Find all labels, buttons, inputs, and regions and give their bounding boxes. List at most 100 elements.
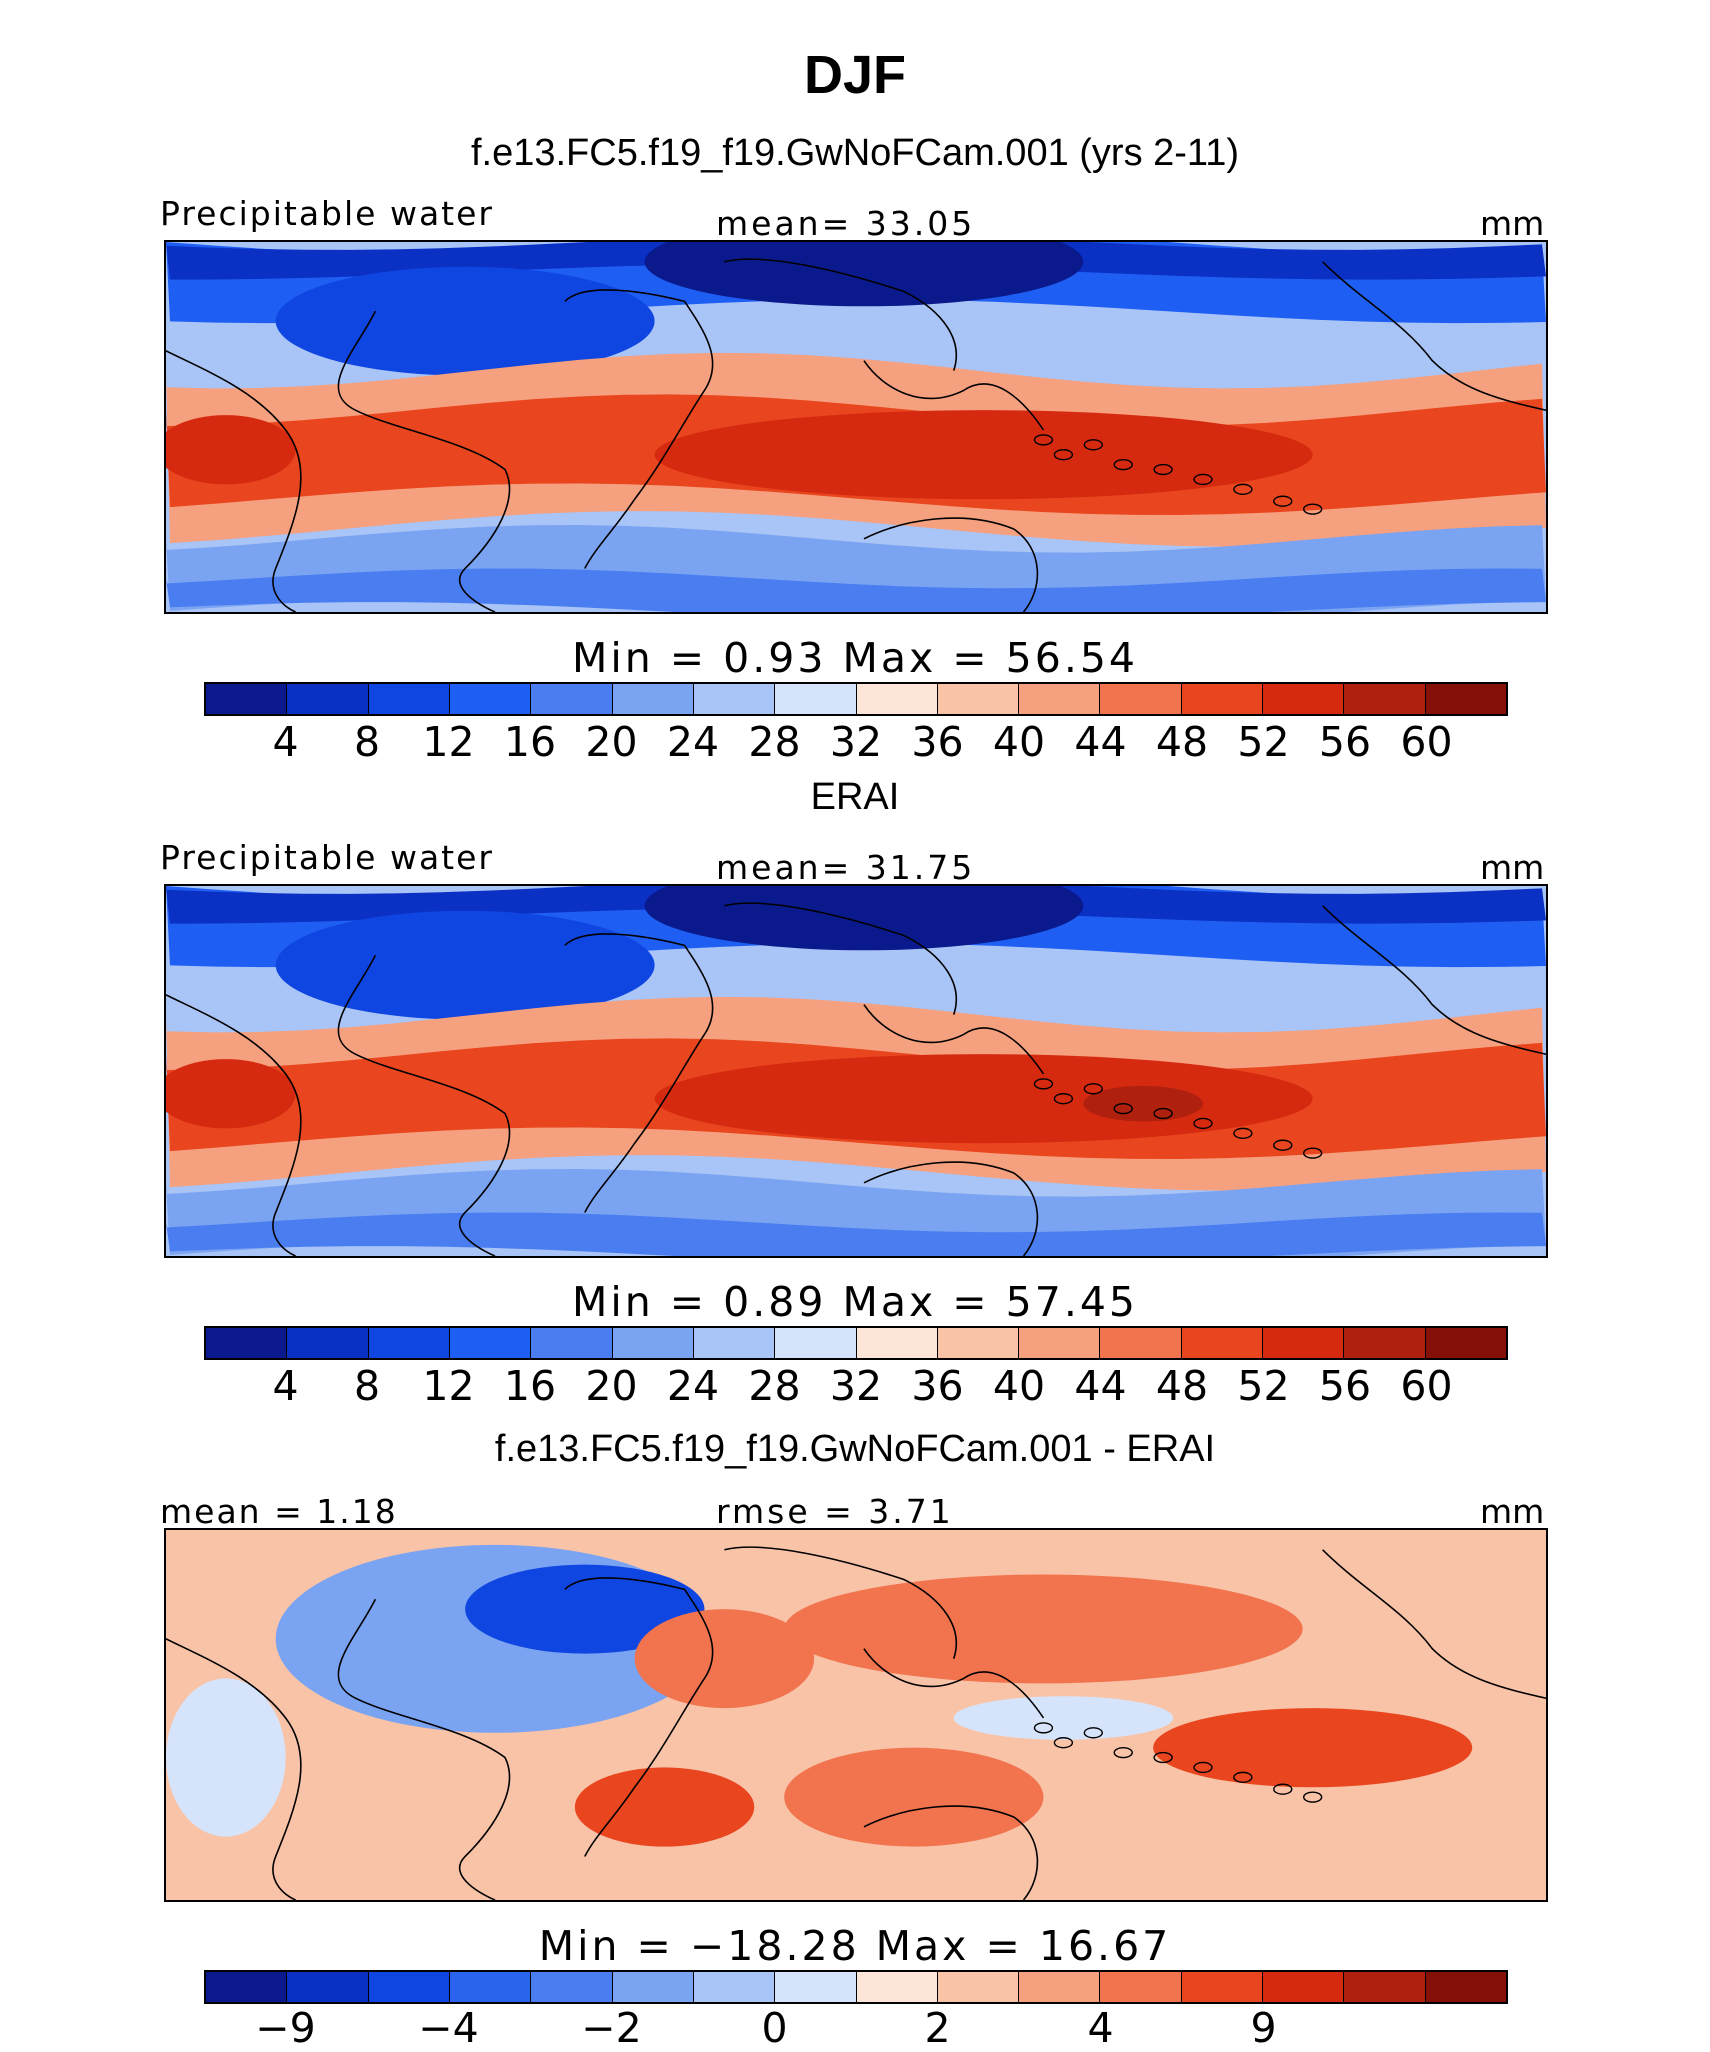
colorbar-box-12: [1181, 1328, 1264, 1358]
colorbar-tick-label: 24: [666, 718, 720, 766]
panel-1-map: [164, 240, 1548, 614]
island-6: [1233, 483, 1253, 495]
panel-3-minmax: Min = −18.28 Max = 16.67: [538, 1922, 1172, 1970]
field-band-south-deep: [166, 568, 1546, 612]
panel-1-units-label: mm: [1480, 204, 1545, 243]
field-region-driest: [644, 242, 1084, 307]
colorbar-tick-label: 52: [1237, 1362, 1290, 1410]
field-region-amazon: [166, 415, 296, 485]
colorbar-tick-label: −9: [255, 2004, 316, 2052]
colorbar-box-4: [531, 1328, 613, 1358]
island-2: [1083, 439, 1103, 451]
colorbar-tick-label: 4: [272, 1362, 299, 1410]
panel-3-mean-label: mean = 1.18: [160, 1492, 398, 1531]
colorbar-tick-label: 56: [1318, 718, 1372, 766]
colorbar-box-2: [368, 1972, 450, 2002]
island-6: [1233, 1771, 1253, 1783]
panel-2-colorbar: [204, 1326, 1508, 1360]
panel-3-rmse-label: rmse = 3.71: [716, 1492, 954, 1531]
panel-3-units-label: mm: [1480, 1492, 1545, 1531]
colorbar-box-3: [449, 1972, 532, 2002]
colorbar-box-6: [693, 1972, 776, 2002]
colorbar-tick-label: 16: [503, 718, 557, 766]
colorbar-tick-label: 12: [422, 718, 475, 766]
colorbar-tick-label: 8: [353, 1362, 381, 1410]
colorbar-box-9: [937, 1972, 1020, 2002]
coastline-1: [166, 1638, 302, 1900]
coastline-6: [1322, 905, 1546, 1055]
field-region-amazon: [166, 1059, 296, 1129]
island-4: [1153, 463, 1173, 476]
colorbar-tick-label: 9: [1250, 2004, 1277, 2052]
island-4: [1153, 1751, 1173, 1764]
coastline-4: [863, 1648, 1045, 1719]
colorbar-box-12: [1181, 1972, 1264, 2002]
colorbar-box-15: [1425, 1972, 1506, 2002]
coastline-5: [863, 1805, 1039, 1900]
colorbar-tick-label: −4: [418, 2004, 479, 2052]
coastline-6: [1322, 1549, 1546, 1699]
colorbar-tick-label: 2: [924, 2004, 951, 2052]
island-3: [1113, 1746, 1133, 1759]
colorbar-tick-label: 4: [272, 718, 299, 766]
coastline-1: [166, 994, 302, 1256]
colorbar-tick-label: 56: [1318, 1362, 1372, 1410]
coastline-3: [724, 258, 958, 371]
coastline-0: [337, 310, 511, 612]
colorbar-tick-label: 40: [992, 1362, 1046, 1410]
colorbar-tick-label: 12: [422, 1362, 475, 1410]
panel-2-variable-label: Precipitable water: [160, 838, 494, 877]
colorbar-box-14: [1344, 684, 1426, 714]
coastline-3: [724, 1546, 958, 1659]
field-region-driest: [644, 886, 1084, 951]
field-region-positive-east-pacific: [1153, 1708, 1473, 1788]
coastline-2: [564, 1577, 714, 1857]
colorbar-box-0: [206, 1972, 288, 2002]
colorbar-box-1: [287, 684, 369, 714]
colorbar-box-8: [856, 1972, 938, 2002]
colorbar-box-7: [775, 1328, 857, 1358]
coastline-0: [337, 954, 511, 1256]
island-7: [1273, 1139, 1293, 1151]
panel-2-mean-label: mean= 31.75: [716, 848, 976, 887]
colorbar-box-1: [287, 1972, 369, 2002]
colorbar-box-4: [531, 1972, 613, 2002]
field-region-positive-indian-ocean: [574, 1767, 755, 1847]
colorbar-box-3: [449, 684, 532, 714]
panel-3-colorbar: [204, 1970, 1508, 2004]
colorbar-box-7: [775, 1972, 857, 2002]
island-0: [1033, 1722, 1054, 1734]
colorbar-box-3: [449, 1328, 532, 1358]
colorbar-box-11: [1100, 1972, 1182, 2002]
panel-2-units-label: mm: [1480, 848, 1545, 887]
colorbar-tick-label: 36: [911, 718, 964, 766]
colorbar-tick-label: 8: [353, 718, 381, 766]
colorbar-box-14: [1344, 1972, 1426, 2002]
colorbar-tick-label: 32: [829, 1362, 883, 1410]
field-region-weak-negative: [953, 1696, 1174, 1740]
colorbar-box-15: [1425, 1328, 1506, 1358]
colorbar-box-11: [1100, 684, 1182, 714]
field-region-warm-pool: [654, 410, 1313, 500]
colorbar-tick-label: −2: [581, 2004, 642, 2052]
colorbar-box-8: [856, 1328, 938, 1358]
coastline-5: [863, 517, 1039, 612]
colorbar-tick-label: 48: [1155, 1362, 1209, 1410]
panel-2-contour-field: [166, 886, 1546, 1256]
colorbar-tick-label: 40: [992, 718, 1046, 766]
island-1: [1053, 449, 1074, 461]
colorbar-box-8: [856, 684, 938, 714]
island-7: [1273, 1783, 1293, 1795]
colorbar-box-9: [937, 1328, 1020, 1358]
island-0: [1033, 434, 1054, 446]
colorbar-box-13: [1263, 1328, 1345, 1358]
coastline-4: [863, 1004, 1045, 1075]
colorbar-box-12: [1181, 684, 1264, 714]
island-8: [1303, 503, 1323, 515]
field-region-strong-negative: [465, 1564, 705, 1654]
colorbar-box-6: [693, 684, 776, 714]
panel-1-variable-label: Precipitable water: [160, 194, 494, 233]
colorbar-tick-label: 20: [585, 718, 638, 766]
coastline-1: [166, 350, 302, 612]
panel-2-title: ERAI: [810, 776, 900, 818]
